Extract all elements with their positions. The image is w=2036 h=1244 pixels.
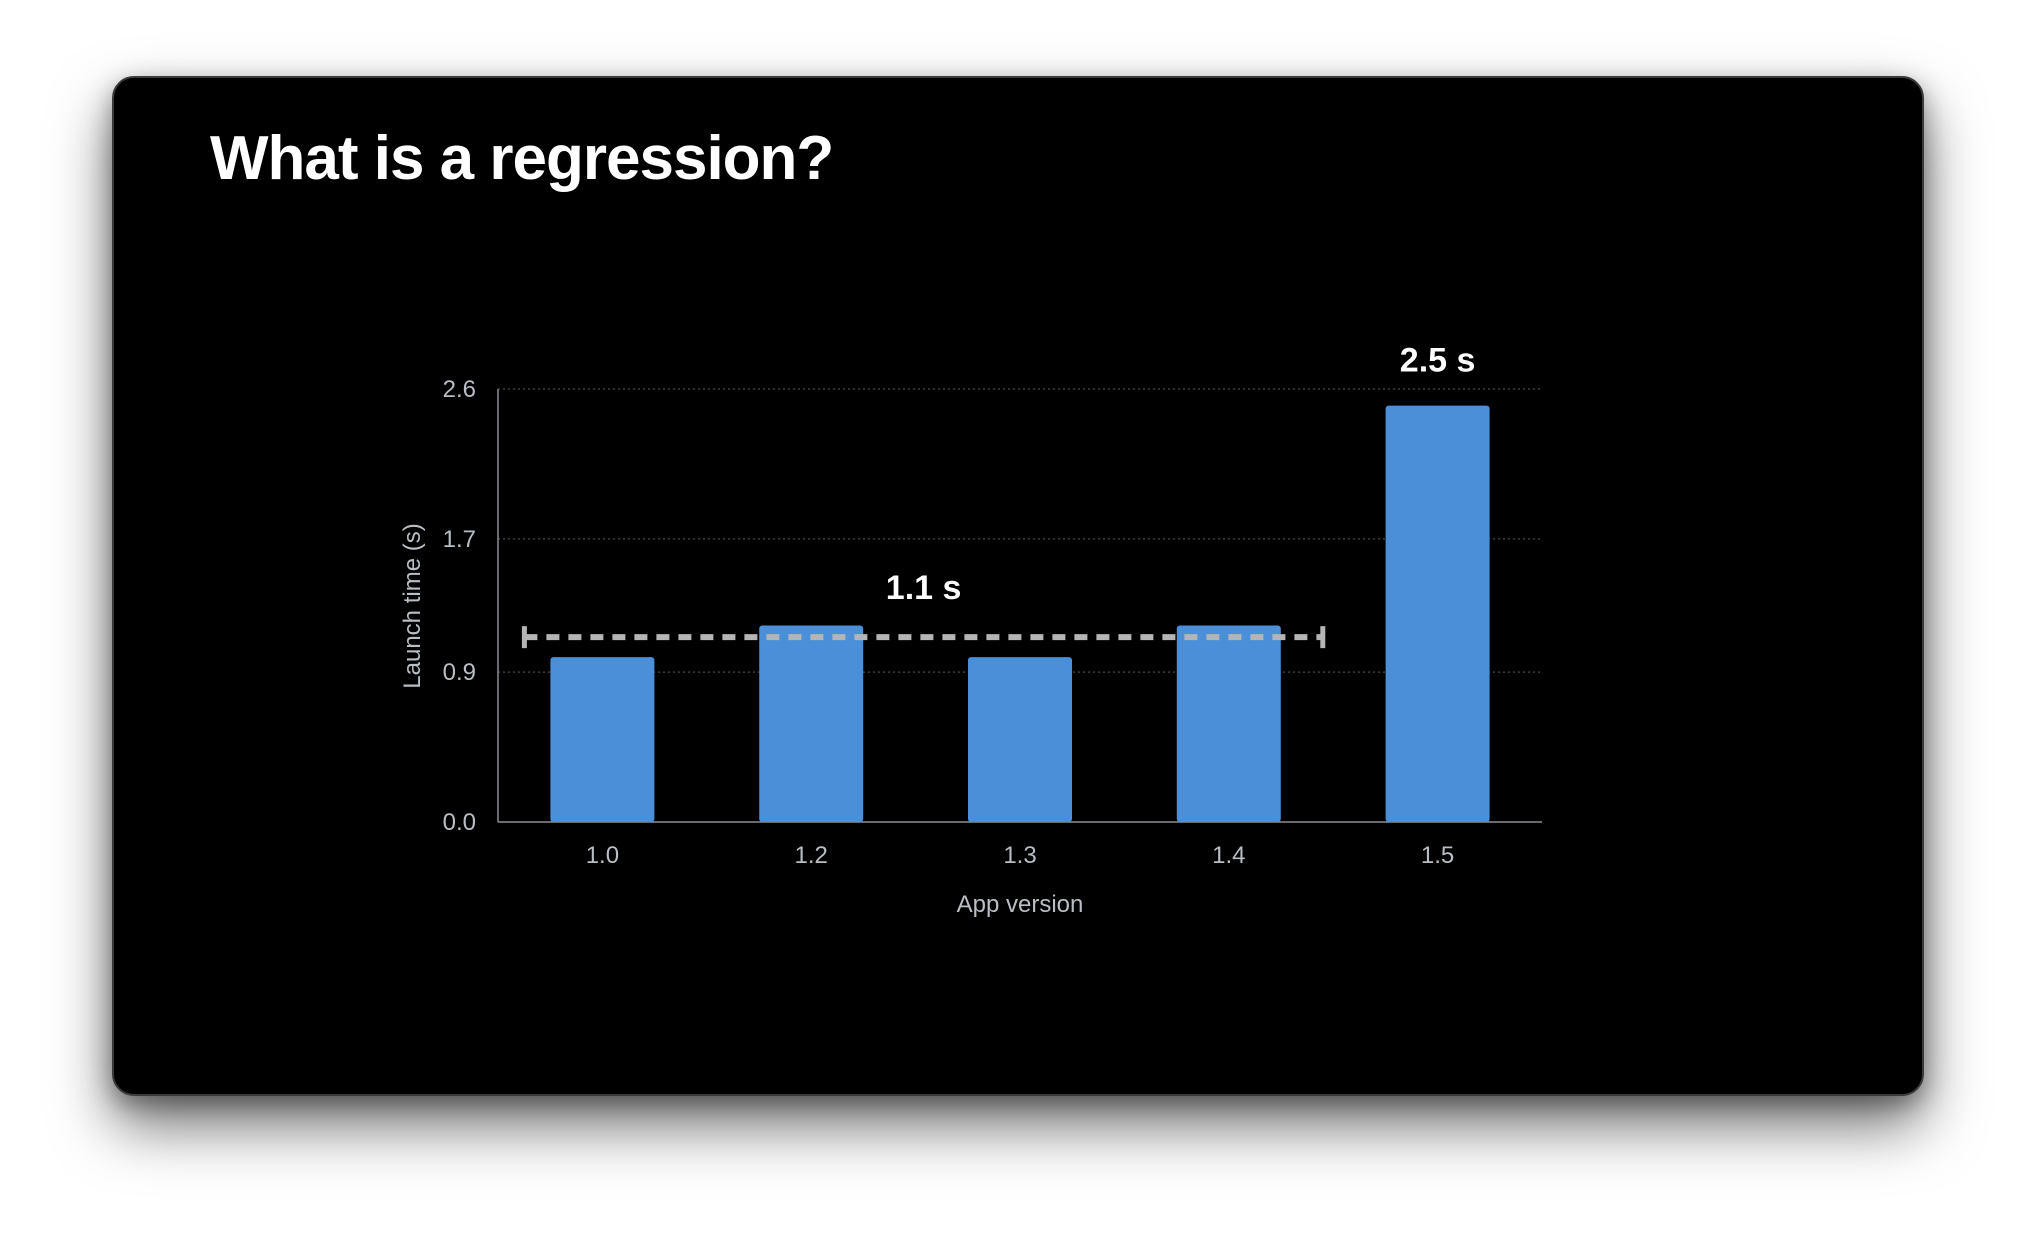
bar-1.0 [550, 657, 655, 822]
x-axis-title: App version [957, 891, 1084, 918]
x-tick-label: 1.5 [1421, 842, 1454, 869]
x-tick-label: 1.0 [586, 842, 619, 869]
x-tick-label: 1.2 [795, 842, 828, 869]
bar-1.5 [1385, 405, 1490, 822]
bar-1.2 [759, 625, 864, 822]
y-tick-label: 0.9 [443, 659, 476, 686]
bar-1.3 [968, 657, 1072, 822]
y-tick-label: 1.7 [443, 526, 476, 553]
y-axis-title: Launch time (s) [399, 523, 426, 688]
bar-chart: 0.0 0.9 1.7 2.6 1.0 1.2 1.3 1.4 1.5 App version La… [399, 342, 1542, 918]
x-tick-label: 1.4 [1212, 842, 1245, 869]
average-value-label: 1.1 s [886, 569, 962, 607]
bar-value-label: 2.5 s [1400, 342, 1476, 380]
y-tick-label: 0.0 [443, 809, 476, 836]
slide-title: What is a regression? [210, 124, 834, 193]
y-tick-label: 2.6 [443, 376, 476, 403]
bar-1.4 [1176, 625, 1281, 822]
slide: What is a regression? 0.0 0.9 1.7 2.6 1.0 1.2… [112, 76, 1924, 1096]
x-tick-label: 1.3 [1003, 842, 1036, 869]
